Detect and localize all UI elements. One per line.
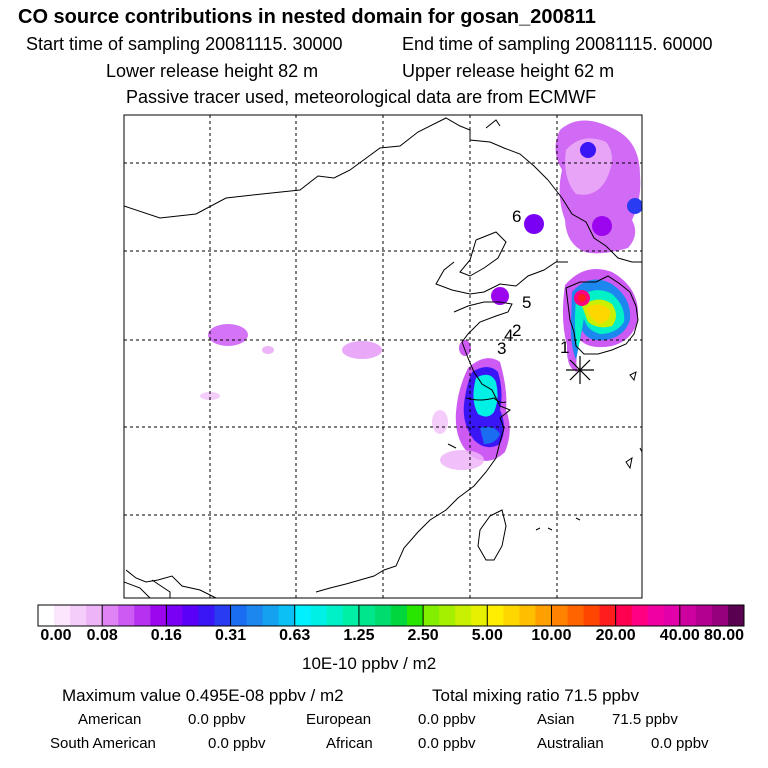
colorbar-tick-label: 20.00: [595, 627, 636, 644]
colorbar-swatch: [519, 605, 536, 626]
region-australian-value: 0.0 ppbv: [651, 735, 709, 752]
colorbar-swatch: [150, 605, 167, 626]
river: [447, 443, 457, 449]
river-yangtze: [465, 397, 507, 403]
region-american-value: 0.0 ppbv: [188, 711, 246, 728]
colorbar-swatch: [631, 605, 649, 626]
trajectory-label-5: 5: [522, 293, 531, 312]
colorbar-swatch: [487, 605, 504, 626]
colorbar-swatch: [391, 605, 408, 626]
trajectory-label-1: 1: [560, 338, 569, 357]
colorbar-swatch: [294, 605, 312, 626]
chart-title: CO source contributions in nested domain…: [18, 6, 596, 28]
colorbar-swatch: [727, 605, 745, 626]
colorbar-swatch: [214, 605, 232, 626]
colorbar-swatch: [70, 605, 87, 626]
colorbar-swatch: [615, 605, 633, 626]
plume-korea: [562, 268, 639, 372]
colorbar-swatch: [166, 605, 183, 626]
colorbar-swatch: [423, 605, 440, 626]
colorbar-swatch: [471, 605, 488, 626]
map-grid: [124, 115, 642, 598]
colorbar-swatch: [182, 605, 199, 626]
colorbar-swatch: [679, 605, 697, 626]
region-asian-value: 71.5 ppbv: [612, 711, 678, 728]
colorbar-swatch: [86, 605, 103, 626]
colorbar-tick-label: 0.08: [86, 627, 118, 644]
colorbar-tick-label: 2.50: [407, 627, 439, 644]
colorbar-swatch: [310, 605, 328, 626]
colorbar-tick-label: 1.25: [343, 627, 375, 644]
colorbar-swatch: [278, 605, 296, 626]
maximum-value: Maximum value 0.495E-08 ppbv / m2: [62, 686, 344, 705]
colorbar-swatch: [358, 605, 376, 626]
colorbar-swatch: [503, 605, 520, 626]
plume-minor: [200, 214, 544, 434]
colorbar-swatch: [711, 605, 729, 626]
colorbar-tick-label: 0.00: [40, 627, 72, 644]
trajectory-label-6: 6: [512, 207, 521, 226]
colorbar-swatch: [535, 605, 552, 626]
colorbar-tick-label: 0.63: [279, 627, 311, 644]
region-asian-label: Asian: [537, 711, 575, 728]
start-time: Start time of sampling 20081115. 30000: [26, 34, 343, 54]
colorbar-swatch: [439, 605, 456, 626]
colorbar-swatch: [246, 605, 264, 626]
region-south-american-label: South American: [50, 735, 156, 752]
plume-north-east: [555, 120, 642, 254]
colorbar-swatch: [551, 605, 568, 626]
lower-release-height: Lower release height 82 m: [106, 61, 319, 81]
region-south-american-value: 0.0 ppbv: [208, 735, 266, 752]
colorbar-swatch: [230, 605, 248, 626]
colorbar-swatch: [407, 605, 424, 626]
region-australian-label: Australian: [537, 735, 604, 752]
colorbar-tick-label: 80.00: [703, 627, 745, 644]
colorbar-swatch: [695, 605, 713, 626]
colorbar-frame: [37, 604, 745, 627]
colorbar-swatch: [342, 605, 360, 626]
colorbar-swatch: [455, 605, 472, 626]
colorbar-swatch: [599, 605, 617, 626]
region-european-value: 0.0 ppbv: [418, 711, 476, 728]
end-time: End time of sampling 20081115. 60000: [402, 34, 713, 54]
colorbar-swatch: [567, 605, 585, 626]
colorbar-swatch: [374, 605, 392, 626]
region-european-label: European: [306, 711, 372, 728]
colorbar-swatch: [647, 605, 665, 626]
trajectory-label-2: 2: [512, 321, 521, 340]
region-african-value: 0.0 ppbv: [418, 735, 476, 752]
colorbar-tick-label: 40.00: [659, 627, 700, 644]
colorbar-swatch: [134, 605, 151, 626]
colorbar-swatch: [663, 605, 681, 626]
colorbar-tick-label: 5.00: [471, 627, 503, 644]
colorbar-swatch: [583, 605, 601, 626]
total-mixing-ratio: Total mixing ratio 71.5 ppbv: [432, 686, 639, 705]
colorbar-swatch: [102, 605, 119, 626]
colorbar-swatch: [262, 605, 280, 626]
receptor-star-icon: [566, 356, 594, 384]
upper-release-height: Upper release height 62 m: [402, 61, 615, 81]
colorbar-swatch: [54, 605, 71, 626]
coastlines: [124, 117, 642, 598]
colorbar-swatch: [118, 605, 135, 626]
region-african-label: African: [326, 735, 373, 752]
colorbar-tick-label: 0.16: [150, 627, 182, 644]
trajectory-label-4: 4: [504, 326, 513, 345]
colorbar-swatch: [198, 605, 215, 626]
colorbar-tick-label: 10.00: [531, 627, 572, 644]
region-american-label: American: [78, 711, 142, 728]
colorbar-swatch: [38, 605, 55, 626]
trajectory-label-3: 3: [497, 339, 506, 358]
tracer-note: Passive tracer used, meteorological data…: [126, 87, 597, 107]
colorbar-unit: 10E-10 ppbv / m2: [302, 654, 437, 673]
colorbar-swatch: [326, 605, 344, 626]
map-frame: [123, 114, 643, 599]
colorbar-tick-label: 0.31: [214, 627, 247, 644]
